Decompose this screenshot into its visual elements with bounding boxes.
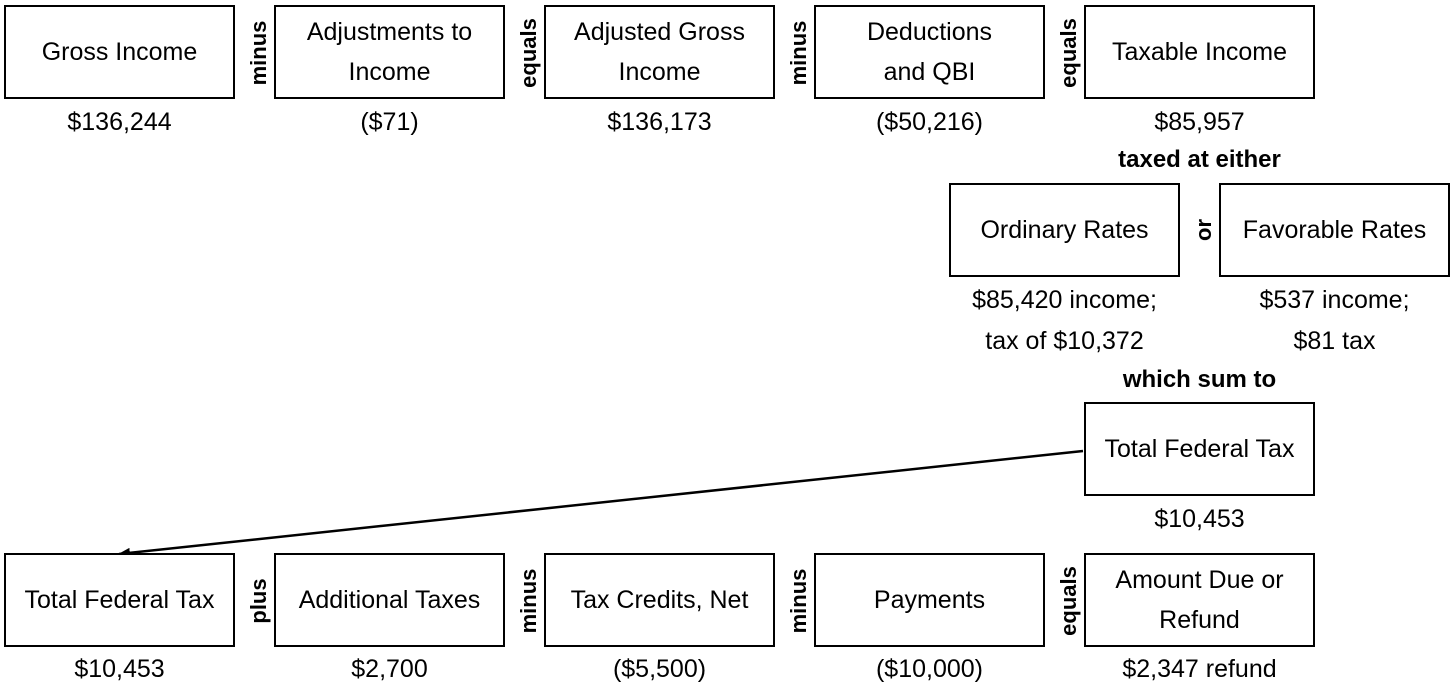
favorable-rates-value-line2: $81 tax xyxy=(1293,327,1376,355)
deductions-value: ($50,216) xyxy=(875,108,984,136)
operator-minus-4: minus xyxy=(786,568,811,634)
ordinary-rates-value-line1: $85,420 income; xyxy=(972,286,1157,314)
tax-credits-value: ($5,500) xyxy=(612,655,707,683)
gross-income-box: Gross Income xyxy=(4,5,235,99)
taxable-income-value: $85,957 xyxy=(1154,108,1245,136)
additional-taxes-label: Additional Taxes xyxy=(298,586,481,614)
total-federal-tax-summary-value: $10,453 xyxy=(1154,505,1245,533)
ordinary-rates-value-line2: tax of $10,372 xyxy=(985,327,1144,355)
amount-due-value: $2,347 refund xyxy=(1122,655,1277,683)
adjusted-gross-income-box: Adjusted Gross Income xyxy=(544,5,775,99)
operator-equals-3: equals xyxy=(1056,566,1081,636)
tax-credits-box: Tax Credits, Net xyxy=(544,553,775,647)
favorable-rates-value-line1: $537 income; xyxy=(1259,286,1410,314)
agi-value: $136,173 xyxy=(607,108,712,136)
amount-due-refund-box: Amount Due or Refund xyxy=(1084,553,1315,647)
operator-plus: plus xyxy=(246,578,271,624)
operator-minus-3: minus xyxy=(516,568,541,634)
payments-label: Payments xyxy=(873,586,986,614)
tax-credits-label: Tax Credits, Net xyxy=(570,586,749,614)
additional-taxes-box: Additional Taxes xyxy=(274,553,505,647)
adjustments-label-line1: Adjustments to xyxy=(306,18,473,46)
taxable-income-label: Taxable Income xyxy=(1111,38,1288,66)
payments-value: ($10,000) xyxy=(875,655,984,683)
favorable-rates-label: Favorable Rates xyxy=(1242,216,1427,244)
amount-due-label-line2: Refund xyxy=(1159,606,1240,634)
taxable-income-box: Taxable Income xyxy=(1084,5,1315,99)
total-federal-tax-value: $10,453 xyxy=(74,655,165,683)
agi-label-line2: Income xyxy=(618,58,701,86)
amount-due-label-line1: Amount Due or xyxy=(1115,566,1284,594)
total-federal-tax-label: Total Federal Tax xyxy=(24,586,215,614)
favorable-rates-box: Favorable Rates xyxy=(1219,183,1450,277)
ordinary-rates-label: Ordinary Rates xyxy=(980,216,1149,244)
deductions-label-line1: Deductions xyxy=(866,18,993,46)
gross-income-label: Gross Income xyxy=(41,38,198,66)
additional-taxes-value: $2,700 xyxy=(351,655,428,683)
arrow-line xyxy=(118,449,1084,558)
adjustments-label-line2: Income xyxy=(348,58,431,86)
gross-income-value: $136,244 xyxy=(67,108,172,136)
adjustments-to-income-box: Adjustments to Income xyxy=(274,5,505,99)
adjustments-value: ($71) xyxy=(360,108,419,136)
payments-box: Payments xyxy=(814,553,1045,647)
deductions-qbi-box: Deductions and QBI xyxy=(814,5,1045,99)
ordinary-rates-box: Ordinary Rates xyxy=(949,183,1180,277)
total-federal-tax-box: Total Federal Tax xyxy=(4,553,235,647)
total-federal-tax-summary-label: Total Federal Tax xyxy=(1104,435,1295,463)
deductions-label-line2: and QBI xyxy=(883,58,976,86)
agi-label-line1: Adjusted Gross xyxy=(574,18,745,46)
total-federal-tax-summary-box: Total Federal Tax xyxy=(1084,402,1315,496)
taxed-at-either-label: taxed at either xyxy=(1118,146,1281,173)
which-sum-to-label: which sum to xyxy=(1122,366,1277,393)
